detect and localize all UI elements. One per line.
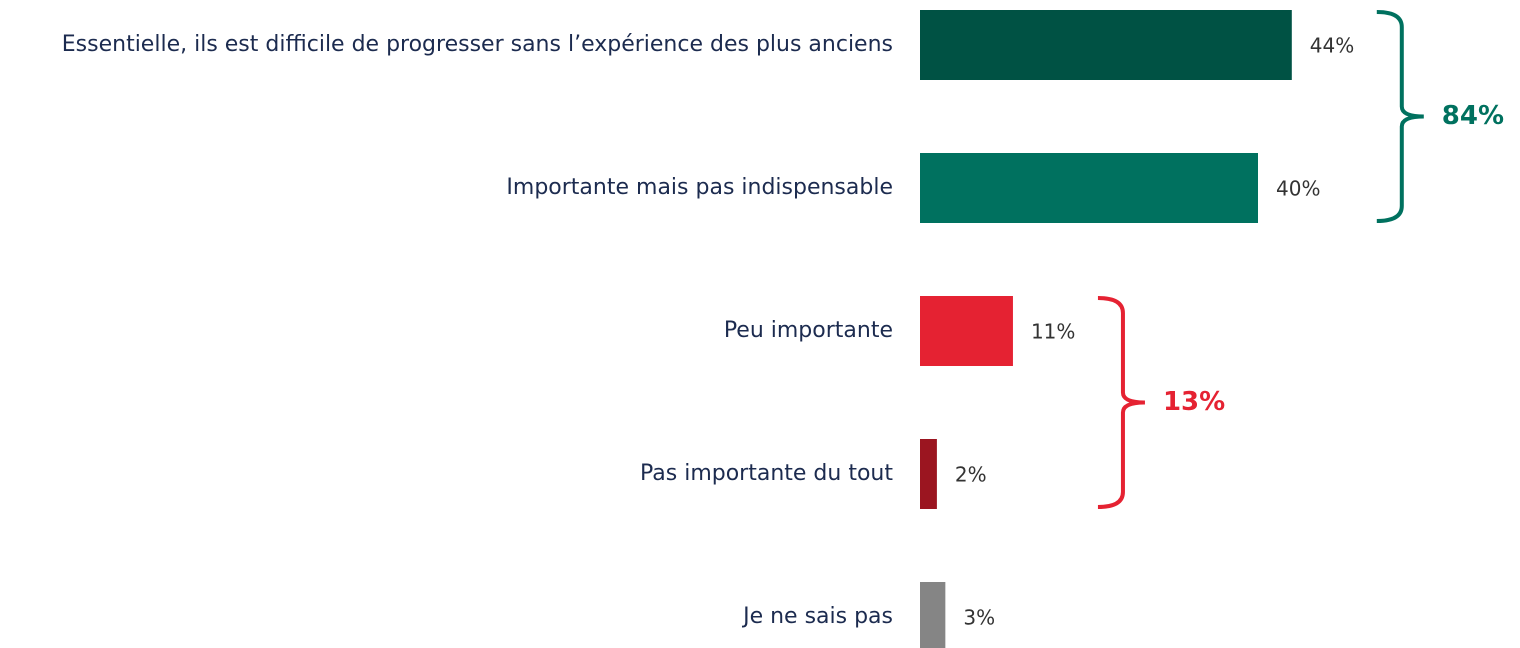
- value-label: 40%: [1276, 177, 1320, 201]
- category-label: Importante mais pas indispensable: [506, 175, 893, 200]
- value-label: 44%: [1310, 34, 1354, 58]
- value-label: 11%: [1031, 320, 1075, 344]
- category-label: Je ne sais pas: [743, 604, 893, 629]
- category-label: Pas importante du tout: [640, 461, 893, 486]
- bracket: [1097, 296, 1145, 509]
- bar: [920, 153, 1258, 223]
- group-label: 84%: [1442, 101, 1504, 131]
- value-label: 2%: [955, 463, 987, 487]
- bar: [920, 439, 937, 509]
- bar: [920, 10, 1292, 80]
- category-label: Peu importante: [723, 318, 893, 343]
- bracket: [1376, 10, 1424, 223]
- group-label: 13%: [1163, 387, 1225, 417]
- bar: [920, 582, 946, 648]
- bar: [920, 296, 1013, 366]
- value-label: 3%: [963, 606, 995, 630]
- category-label: Essentielle, ils est difficile de progre…: [61, 32, 893, 57]
